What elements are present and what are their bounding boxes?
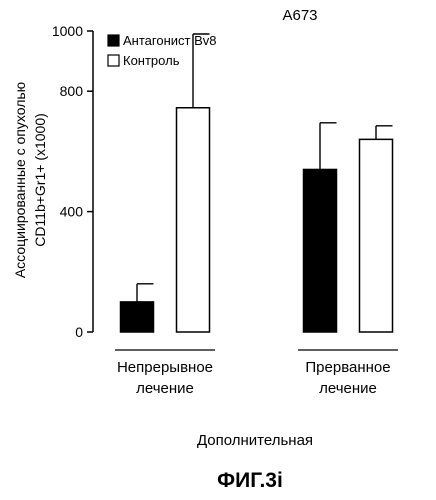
chart-title: A673 bbox=[282, 7, 317, 24]
y-tick-label-0: 0 bbox=[75, 324, 83, 340]
y-tick-label-1000: 1000 bbox=[52, 23, 83, 39]
y-tick-label-400: 400 bbox=[60, 204, 84, 220]
bar-antagonist-2 bbox=[304, 169, 337, 332]
y-axis-label-line-2: CD11b+Gr1+ (x1000) bbox=[32, 113, 48, 247]
y-tick-label-800: 800 bbox=[60, 83, 84, 99]
category-label-1-line-1: Непрерывное bbox=[117, 359, 213, 376]
category-label-2-line-1: Прерванное bbox=[305, 359, 390, 376]
legend-swatch-control bbox=[108, 55, 119, 66]
bar-control-2 bbox=[360, 139, 393, 332]
legend-label-antagonist: Антагонист Bv8 bbox=[123, 33, 216, 48]
y-axis-label: Ассоциированные с опухолью CD11b+Gr1+ (x… bbox=[12, 82, 48, 278]
category-label-1-line-2: лечение bbox=[136, 380, 194, 397]
legend-swatch-antagonist bbox=[108, 35, 119, 46]
y-axis-label-line-1: Ассоциированные с опухолью bbox=[12, 82, 28, 278]
bar-antagonist-1 bbox=[121, 302, 154, 332]
legend: Антагонист Bv8 Контроль bbox=[108, 33, 216, 68]
legend-label-control: Контроль bbox=[123, 53, 180, 68]
bar-control-1 bbox=[177, 108, 210, 332]
x-axis-label: Дополнительная bbox=[197, 432, 313, 449]
figure-label: ФИГ.3i bbox=[217, 469, 283, 492]
category-label-2-line-2: лечение bbox=[319, 380, 377, 397]
